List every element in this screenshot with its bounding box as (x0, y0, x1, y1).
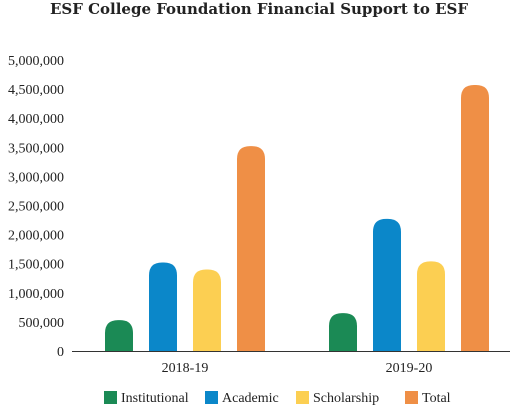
y-tick-label: 3,000,000 (8, 170, 64, 185)
bar-scholarship-2019-20 (417, 261, 445, 351)
y-tick-label: 1,000,000 (8, 287, 64, 302)
legend-swatch-total (405, 391, 418, 404)
legend-swatch-institutional (104, 391, 117, 404)
legend-label-institutional: Institutional (121, 391, 189, 406)
x-tick-label: 2019-20 (386, 361, 433, 376)
legend-label-total: Total (422, 391, 451, 406)
bar-institutional-2019-20 (329, 313, 357, 351)
bar-academic-2018-19 (149, 262, 177, 351)
y-tick-label: 5,000,000 (8, 54, 64, 69)
y-axis: 0 500,000 1,000,000 1,500,000 2,000,000 2,500… (8, 54, 64, 360)
bar-scholarship-2018-19 (193, 269, 221, 351)
y-tick-label: 500,000 (19, 316, 65, 331)
y-tick-label: 3,500,000 (8, 141, 64, 156)
legend-swatch-scholarship (296, 391, 309, 404)
y-tick-label: 0 (57, 345, 64, 360)
y-tick-label: 4,500,000 (8, 83, 64, 98)
bar-institutional-2018-19 (105, 320, 133, 351)
chart-title: ESF College Foundation Financial Support… (50, 0, 468, 18)
legend-swatch-academic (205, 391, 218, 404)
legend: Institutional Academic Scholarship Total (104, 391, 451, 406)
x-tick-label: 2018-19 (162, 361, 209, 376)
y-tick-label: 1,500,000 (8, 258, 64, 273)
bar-academic-2019-20 (373, 218, 401, 351)
bar-total-2018-19 (237, 146, 265, 351)
bars (105, 85, 489, 351)
y-tick-label: 2,000,000 (8, 229, 64, 244)
x-axis: 2018-19 2019-20 (72, 351, 510, 376)
legend-label-academic: Academic (222, 391, 279, 406)
legend-label-scholarship: Scholarship (313, 391, 379, 406)
bar-total-2019-20 (461, 85, 489, 351)
y-tick-label: 4,000,000 (8, 112, 64, 127)
y-tick-label: 2,500,000 (8, 200, 64, 215)
